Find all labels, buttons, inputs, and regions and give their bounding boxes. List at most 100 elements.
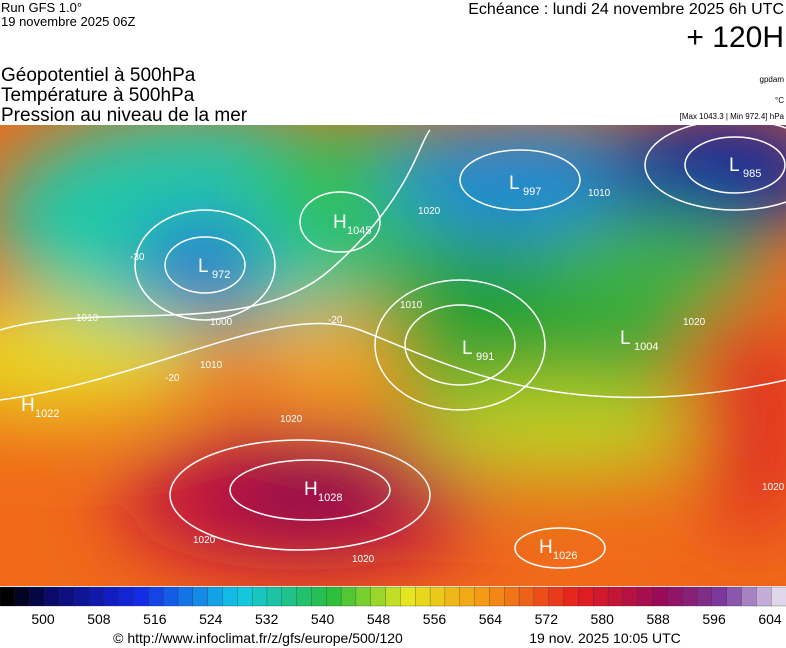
colorbar-swatch [14, 586, 31, 607]
colorbar-label: 564 [479, 611, 503, 627]
colorbar-swatch [518, 586, 535, 607]
generated-time: 19 nov. 2025 10:05 UTC [529, 630, 681, 646]
colorbar-swatch [281, 586, 298, 607]
pressure-range: [Max 1043.3 | Min 972.4] hPa [680, 112, 785, 121]
contour-label: 1020 [418, 206, 441, 217]
colorbar-swatch [578, 586, 594, 607]
colorbar-swatch [133, 586, 149, 607]
colorbar-label: 548 [367, 611, 391, 627]
run-date: 19 novembre 2025 06Z [1, 14, 135, 29]
contour-label: 1020 [762, 482, 785, 493]
contour-label: 1000 [210, 317, 233, 328]
colorbar-swatch [74, 586, 90, 607]
pressure-center-letter: L [620, 328, 631, 349]
pressure-center-value: 985 [743, 168, 761, 180]
colorbar-label: 572 [535, 611, 559, 627]
colorbar-swatch [652, 586, 669, 607]
unit-geo: gpdam [760, 75, 785, 84]
contour-label: 1020 [352, 554, 375, 565]
field-name: Température à 500hPa [1, 85, 195, 106]
map-field [0, 125, 786, 586]
colorbar-swatch [59, 586, 75, 607]
colorbar-swatch [162, 586, 179, 607]
pressure-center-letter: L [198, 256, 209, 277]
pressure-center-value: 1022 [35, 408, 59, 420]
colorbar-swatch [489, 586, 505, 607]
colorbar-label: 516 [143, 611, 167, 627]
colorbar-swatch [266, 586, 283, 607]
field-name: Géopotentiel à 500hPa [1, 65, 196, 86]
contour-label: 1020 [280, 414, 303, 425]
colorbar-swatch [682, 586, 698, 607]
pressure-center-letter: H [333, 212, 347, 233]
colorbar-label: 532 [255, 611, 279, 627]
colorbar-swatch [563, 586, 580, 607]
colorbar-swatch [237, 586, 253, 607]
colorbar-swatch [741, 586, 757, 607]
colorbar-swatch [504, 586, 520, 607]
contour-label: -20 [328, 315, 343, 326]
colorbar-swatch [667, 586, 683, 607]
colorbar-swatch [222, 586, 238, 607]
valid-time: Echéance : lundi 24 novembre 2025 6h UTC [468, 1, 784, 18]
colorbar-swatch [296, 586, 313, 607]
colorbar-swatch [0, 586, 16, 607]
colorbar-swatch [370, 586, 387, 607]
colorbar-swatch [726, 586, 743, 607]
colorbar-swatch [533, 586, 550, 607]
pressure-center-value: 972 [212, 269, 230, 281]
contour-label: -30 [130, 252, 145, 263]
pressure-center-letter: H [304, 479, 318, 500]
pressure-center-letter: H [539, 537, 553, 558]
isobars [0, 125, 786, 569]
colorbar-label: 540 [311, 611, 335, 627]
lead-time: + 120H [686, 21, 784, 54]
colorbar-label: 556 [423, 611, 447, 627]
contour-label: -20 [165, 373, 180, 384]
colorbar-swatch [444, 586, 461, 607]
colorbar-swatch [192, 586, 209, 607]
colorbar-swatch [340, 586, 357, 607]
colorbar-swatch [593, 586, 609, 607]
colorbar-swatch [696, 586, 713, 607]
contour-label: 1010 [400, 300, 423, 311]
pressure-center-value: 991 [476, 351, 494, 363]
pressure-center-letter: H [21, 395, 35, 416]
colorbar-swatch [207, 586, 224, 607]
colorbar-swatch [311, 586, 327, 607]
colorbar-swatch [103, 586, 120, 607]
colorbar-swatch [429, 586, 446, 607]
pressure-center-value: 1045 [347, 225, 371, 237]
colorbar-label: 596 [702, 611, 726, 627]
colorbar-label: 524 [199, 611, 223, 627]
colorbar-swatch [771, 586, 786, 607]
colorbar-swatch [251, 586, 268, 607]
colorbar-label: 508 [87, 611, 111, 627]
colorbar-swatch [756, 586, 772, 607]
colorbar-swatch [548, 586, 565, 607]
colorbar-swatch [459, 586, 476, 607]
field-name: Pression au niveau de la mer [1, 105, 248, 126]
colorbar-swatch [177, 586, 194, 607]
colorbar-label: 588 [646, 611, 670, 627]
colorbar-swatch [474, 586, 491, 607]
pressure-center-value: 1026 [553, 550, 577, 562]
colorbar-swatch [711, 586, 728, 607]
pressure-center-letter: L [509, 173, 520, 194]
colorbar-swatch [622, 586, 639, 607]
unit-temp: °C [775, 96, 784, 105]
colorbar-swatch [385, 586, 402, 607]
colorbar-label: 604 [758, 611, 782, 627]
pressure-center-letter: L [729, 155, 740, 176]
pressure-center-letter: L [462, 338, 473, 359]
colorbar-swatch [44, 586, 60, 607]
colorbar-swatch [400, 586, 416, 607]
colorbar-swatch [355, 586, 372, 607]
contour-label: 1020 [683, 317, 706, 328]
colorbar-swatch [415, 586, 431, 607]
pressure-center-value: 1004 [634, 341, 658, 353]
colorbar-swatch [326, 586, 342, 607]
colorbar-swatch [148, 586, 164, 607]
colorbar-swatch [29, 586, 46, 607]
colorbar-label: 500 [31, 611, 55, 627]
